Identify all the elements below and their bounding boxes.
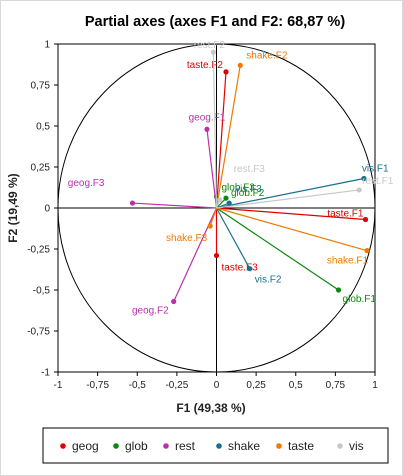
vector-line [215, 71, 227, 209]
vector-line [132, 202, 217, 209]
vector-line [216, 189, 360, 209]
data-point [213, 252, 220, 259]
data-point [362, 216, 369, 223]
legend-marker [113, 443, 119, 449]
y-tick-label: 0,5 [36, 122, 50, 133]
point-label: vis.F3 [235, 184, 262, 195]
y-tick-label: -0,75 [27, 327, 50, 338]
y-tick-label: 0,25 [31, 163, 51, 174]
data-point [335, 287, 342, 293]
point-label: glob.F2 [231, 188, 265, 199]
y-axis-label: F2 (19,49 %) [6, 173, 20, 242]
data-point [247, 266, 253, 272]
point-label: rest.F3 [234, 164, 266, 175]
point-label: geog.F1 [189, 112, 226, 123]
point-label: geog.F2 [132, 305, 169, 316]
x-tick-label: -0,25 [165, 380, 188, 391]
legend-label: rest [175, 439, 196, 453]
x-tick-label: -0,75 [86, 380, 109, 391]
legend-marker [216, 443, 222, 449]
data-marks: taste.F1 taste.F2 taste.F3 glob.F1 glob.F2gl… [68, 40, 394, 316]
x-tick-label: 0,5 [289, 380, 303, 391]
data-point [356, 187, 362, 193]
data-point [171, 298, 177, 305]
x-tick-label: 0,75 [326, 380, 346, 391]
y-tick-label: 0,75 [31, 81, 51, 92]
x-tick-label: -0,5 [129, 380, 147, 391]
y-tick-label: 1 [44, 40, 50, 51]
y-tick-label: -0,5 [33, 286, 51, 297]
data-point [226, 200, 232, 206]
vector-line [206, 129, 218, 209]
data-point [361, 175, 367, 182]
y-tick-label: 0 [44, 204, 50, 215]
data-point [204, 126, 210, 132]
legend-label: glob [125, 439, 148, 453]
vector-line [216, 207, 366, 221]
x-tick-label: 1 [372, 380, 378, 391]
vector-line [209, 207, 218, 227]
point-label: taste.F2 [187, 60, 224, 71]
x-axis-label: F1 (49,38 %) [176, 401, 245, 415]
x-tick-label: 0 [214, 380, 220, 391]
legend-marker [60, 443, 66, 449]
legend: geog glob rest shake taste vis [42, 427, 389, 464]
x-tick-label: 0,25 [246, 380, 266, 391]
point-label: glob.F3 [222, 183, 256, 194]
legend-label: shake [228, 439, 260, 453]
point-label: taste.F1 [327, 208, 364, 219]
legend-label: vis [349, 439, 364, 453]
x-tick-label: -1 [54, 380, 63, 391]
legend-label: taste [288, 439, 314, 453]
point-label: shake.F1 [327, 256, 369, 267]
y-tick-label: -1 [41, 368, 50, 379]
legend-box [42, 427, 389, 464]
vector-line [216, 207, 339, 291]
legend-label: geog [72, 439, 99, 453]
vector-line [173, 207, 218, 302]
legend-marker [163, 443, 169, 449]
legend-marker [337, 443, 343, 449]
data-point [207, 223, 213, 229]
point-label: vis.F1 [362, 163, 389, 174]
vector-line [216, 207, 368, 252]
vector-line [216, 177, 365, 209]
vector-line [212, 52, 218, 209]
data-point [223, 69, 229, 75]
data-point [217, 197, 223, 203]
point-label: vis.F2 [255, 275, 282, 286]
data-point [129, 200, 136, 206]
point-label: rest.F1 [362, 176, 394, 187]
data-point [364, 248, 370, 254]
vector-line [215, 207, 251, 269]
point-label: rest.F2 [194, 40, 226, 51]
point-label: taste.F3 [222, 263, 259, 274]
point-label: geog.F3 [68, 178, 105, 189]
data-point [223, 195, 229, 201]
chart-title: Partial axes (axes F1 and F2: 68,87 %) [85, 14, 345, 30]
point-label: glob.F1 [343, 294, 377, 305]
tick-labels: -1 -0,75 -0,5 -0,25 0 0,25 0,5 0,75 1 1 0,75 0,5 0,2… [27, 40, 378, 392]
data-point [210, 49, 216, 55]
data-point [237, 62, 243, 68]
vector-line [215, 65, 241, 209]
point-label: shake.F3 [166, 233, 208, 244]
legend-marker [276, 443, 282, 449]
point-label: shake.F2 [246, 50, 288, 61]
y-tick-label: -0,25 [27, 245, 50, 256]
